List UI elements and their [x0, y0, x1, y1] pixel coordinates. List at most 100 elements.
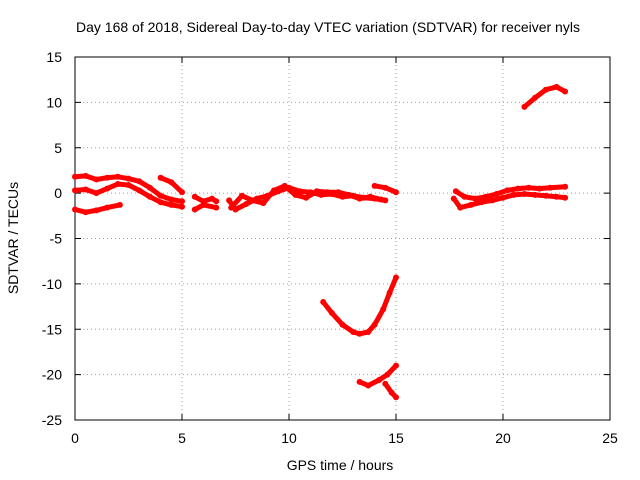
data-point	[493, 191, 500, 197]
y-tick-label: 15	[46, 49, 62, 65]
data-point	[393, 189, 399, 196]
data-point	[93, 176, 100, 183]
data-point	[450, 195, 457, 202]
data-point	[292, 191, 299, 198]
x-tick-label: 5	[178, 430, 186, 446]
data-point	[521, 191, 528, 197]
data-point	[384, 371, 391, 378]
data-point	[356, 378, 363, 385]
y-axis-label: SDTVAR / TECUs	[5, 182, 21, 294]
data-point	[467, 201, 474, 208]
data-point	[393, 394, 399, 401]
data-point	[146, 193, 153, 200]
data-point	[114, 173, 121, 180]
data-point	[371, 182, 378, 189]
data-point	[243, 201, 250, 207]
data-point	[179, 189, 185, 196]
data-point	[510, 191, 517, 198]
data-point	[380, 306, 387, 313]
data-point	[93, 207, 100, 214]
data-point	[114, 181, 121, 187]
data-point	[525, 184, 532, 191]
data-point	[542, 192, 549, 199]
data-point	[393, 362, 399, 369]
data-point	[313, 188, 320, 195]
chart-title: Day 168 of 2018, Sidereal Day-to-day VTE…	[76, 19, 580, 35]
data-point	[393, 274, 399, 281]
data-point	[457, 204, 464, 211]
data-point	[228, 204, 235, 211]
data-point	[125, 182, 132, 188]
data-point	[191, 206, 198, 213]
data-point	[382, 184, 389, 191]
data-point	[472, 195, 479, 202]
data-point	[489, 197, 496, 204]
data-point	[136, 187, 143, 194]
data-point	[339, 321, 346, 328]
data-point	[375, 377, 382, 384]
x-axis-label: GPS time / hours	[287, 457, 394, 473]
x-tick-label: 10	[281, 430, 297, 446]
data-point	[168, 196, 175, 203]
data-point	[157, 174, 164, 181]
data-point	[350, 329, 357, 335]
data-point	[213, 204, 220, 211]
data-point	[521, 103, 528, 110]
data-point	[104, 174, 111, 181]
data-point	[72, 187, 78, 194]
data-point	[320, 299, 327, 305]
data-point	[157, 192, 164, 199]
data-point	[226, 197, 233, 204]
y-tick-label: -10	[42, 276, 62, 292]
data-point	[93, 190, 100, 197]
data-point	[562, 194, 569, 201]
data-point	[371, 321, 378, 328]
axis-ticks: 0 5 10 15 20 25 -25 -20 -15 -10 -5 0 5 10 15	[42, 49, 618, 446]
data-point	[386, 289, 393, 296]
x-tick-label: 20	[495, 430, 511, 446]
data-point	[365, 329, 372, 335]
data-point	[104, 185, 111, 192]
grid	[75, 57, 610, 420]
data-point	[356, 330, 363, 337]
y-tick-label: -20	[42, 367, 62, 383]
y-tick-label: 0	[54, 185, 62, 201]
data-point	[271, 187, 277, 194]
data-point	[116, 201, 123, 208]
data-point	[562, 88, 569, 95]
x-tick-label: 0	[71, 430, 79, 446]
data-point	[238, 192, 245, 199]
data-point	[213, 198, 220, 205]
data-point	[82, 172, 89, 179]
data-point	[532, 191, 539, 198]
data-point	[478, 199, 485, 206]
data-point	[72, 173, 78, 180]
data-point	[296, 188, 303, 195]
data-point	[532, 94, 539, 101]
data-point	[328, 309, 335, 316]
data-point	[547, 184, 554, 191]
data-point	[324, 189, 331, 196]
data-point	[82, 186, 89, 193]
data-point	[249, 197, 256, 204]
data-point	[365, 382, 372, 389]
data-point	[146, 184, 153, 191]
data-point	[191, 193, 198, 200]
y-tick-label: 10	[46, 94, 62, 110]
data-point	[168, 179, 175, 186]
data-point	[281, 182, 288, 189]
data-point	[461, 193, 468, 200]
x-tick-label: 25	[602, 430, 618, 446]
data-point	[553, 193, 560, 200]
y-tick-label: -5	[50, 231, 63, 247]
y-tick-label: 5	[54, 140, 62, 156]
data-point	[345, 191, 352, 198]
data-point	[482, 193, 489, 200]
data-point	[168, 201, 175, 208]
data-point	[367, 193, 374, 200]
data-point	[260, 200, 267, 207]
data-point	[452, 188, 459, 195]
data-point	[562, 183, 569, 190]
data-point	[303, 194, 310, 201]
